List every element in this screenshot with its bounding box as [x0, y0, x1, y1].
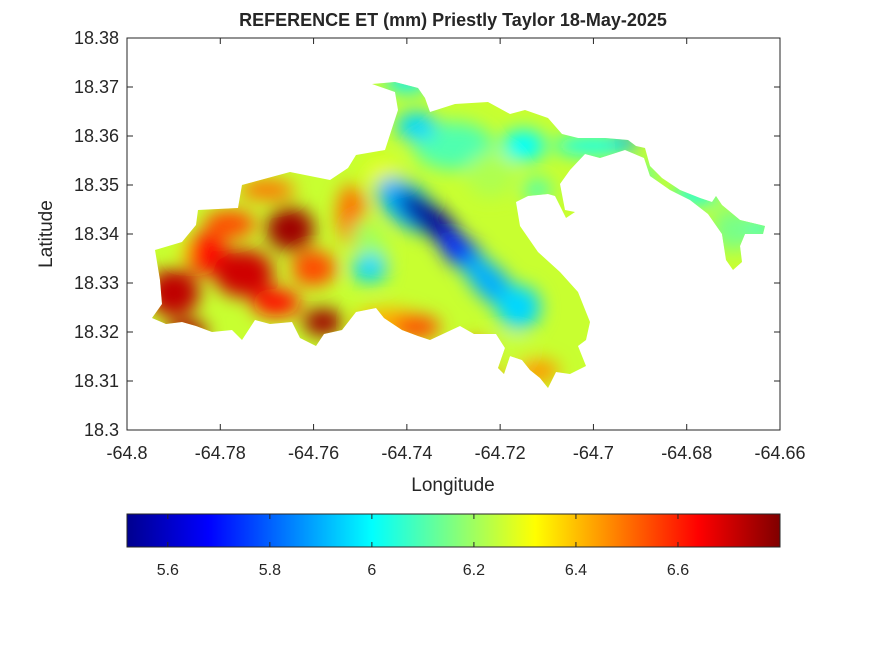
x-tick-label: -64.7 [573, 443, 614, 463]
y-tick-label: 18.35 [74, 175, 119, 195]
chart-title: REFERENCE ET (mm) Priestly Taylor 18-May… [239, 10, 667, 30]
x-tick-label: -64.72 [475, 443, 526, 463]
x-axis-label: Longitude [411, 475, 494, 496]
contour-blob [238, 179, 295, 200]
colorbar-tick-label: 6 [367, 562, 376, 579]
x-tick-label: -64.8 [106, 443, 147, 463]
y-tick-label: 18.33 [74, 273, 119, 293]
contour-blob [179, 246, 192, 257]
colorbar-tick-label: 6.6 [667, 562, 689, 579]
colorbar [126, 513, 781, 548]
contour-blob [252, 288, 301, 317]
y-axis-label: Latitude [36, 200, 57, 268]
y-tick-label: 18.38 [74, 28, 119, 48]
contour-blob [291, 250, 336, 287]
y-tick-label: 18.37 [74, 77, 119, 97]
y-tick-label: 18.3 [84, 420, 119, 440]
contour-blob [302, 308, 343, 337]
x-tick-label: -64.68 [661, 443, 712, 463]
contour-blob [213, 249, 274, 298]
contour-blob [496, 285, 541, 330]
colorbar-tick-label: 6.2 [463, 562, 485, 579]
contour-blob [203, 210, 256, 239]
contour-blob [351, 220, 388, 268]
colorbar-tick-label: 5.6 [157, 562, 179, 579]
y-tick-label: 18.36 [74, 126, 119, 146]
x-axis: -64.8 -64.78 -64.76 -64.74 -64.72 -64.7 -64.68… [106, 38, 806, 463]
contour-blob [501, 129, 546, 162]
contour-blob [553, 135, 634, 156]
y-tick-label: 18.34 [74, 224, 119, 244]
contour-blob [413, 121, 494, 170]
x-tick-label: -64.76 [288, 443, 339, 463]
x-tick-label: -64.66 [754, 443, 805, 463]
y-axis: 18.3 18.31 18.32 18.33 18.34 18.35 18.36 18.37 1… [74, 28, 780, 440]
colorbar-tick-label: 6.4 [565, 562, 587, 579]
contour-blob [396, 112, 437, 141]
x-tick-label: -64.78 [195, 443, 246, 463]
contour-blob [351, 254, 388, 283]
y-tick-label: 18.32 [74, 322, 119, 342]
y-tick-label: 18.31 [74, 371, 119, 391]
x-tick-label: -64.74 [381, 443, 432, 463]
contour-blob [266, 207, 315, 252]
contour-blob [466, 153, 515, 198]
colorbar-tick-label: 5.8 [259, 562, 281, 579]
colorbar-ticks: 5.6 5.8 6 6.2 6.4 6.6 [157, 514, 689, 579]
